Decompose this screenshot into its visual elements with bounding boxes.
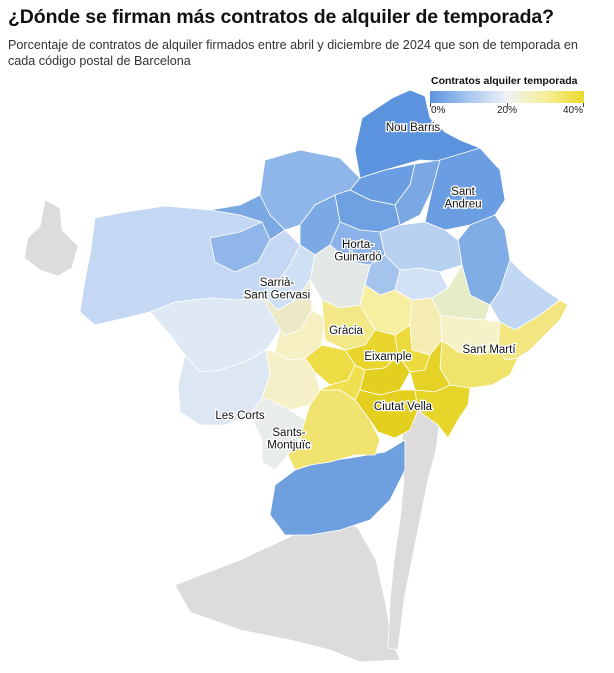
legend-label-0: 0% <box>431 105 446 116</box>
legend-tick <box>430 103 431 107</box>
legend-title: Contratos alquiler temporada <box>431 75 578 87</box>
district-label-line: Nou Barris <box>386 122 441 134</box>
legend-label-40: 40% <box>563 105 584 116</box>
district-label-line: Sant Martí <box>462 344 516 356</box>
district-label: Sants-Montjuïc <box>267 427 311 452</box>
legend-label-20: 20% <box>497 105 518 116</box>
chart-title: ¿Dónde se firman más contratos de alquil… <box>8 6 554 28</box>
district-label-line: Andreu <box>444 199 481 211</box>
legend-tick <box>507 103 508 107</box>
barcelona-postal-code-map <box>23 89 569 663</box>
district-label-line: Les Corts <box>215 410 264 422</box>
district-label-line: Guinardó <box>334 252 381 264</box>
neighbour-area-west <box>23 199 79 277</box>
district-label-line: Horta- <box>342 239 374 251</box>
district-label-line: Sarrià- <box>260 277 295 289</box>
district-label: Les Corts <box>215 410 264 422</box>
port-docks <box>387 399 441 651</box>
district-label-line: Montjuïc <box>267 440 311 452</box>
district-label-line: Eixample <box>364 351 411 363</box>
district-label: Sarrià-Sant Gervasi <box>244 277 310 302</box>
district-label-line: Gràcia <box>329 325 363 337</box>
district-label-line: Sant Gervasi <box>244 290 310 302</box>
district-label: Nou Barris <box>386 122 441 134</box>
postal-area <box>209 221 271 273</box>
legend-gradient-bar <box>430 91 584 103</box>
postal-area <box>209 194 286 241</box>
chart-subtitle: Porcentaje de contratos de alquiler firm… <box>8 38 578 68</box>
district-label: Ciutat Vella <box>374 401 433 413</box>
district-label-line: Sants- <box>272 427 305 439</box>
district-label-line: Ciutat Vella <box>374 401 433 413</box>
postal-area <box>414 384 471 439</box>
district-label: Sant Martí <box>462 344 516 356</box>
district-label-line: Sant <box>451 186 475 198</box>
legend-tick <box>583 103 584 107</box>
district-label: Gràcia <box>329 325 363 337</box>
district-label: Eixample <box>364 351 411 363</box>
district-label: Sant Andreu <box>444 186 481 211</box>
district-label: Horta-Guinardó <box>334 239 381 264</box>
color-legend: Contratos alquiler temporada 0% 20% 40% <box>430 75 586 117</box>
